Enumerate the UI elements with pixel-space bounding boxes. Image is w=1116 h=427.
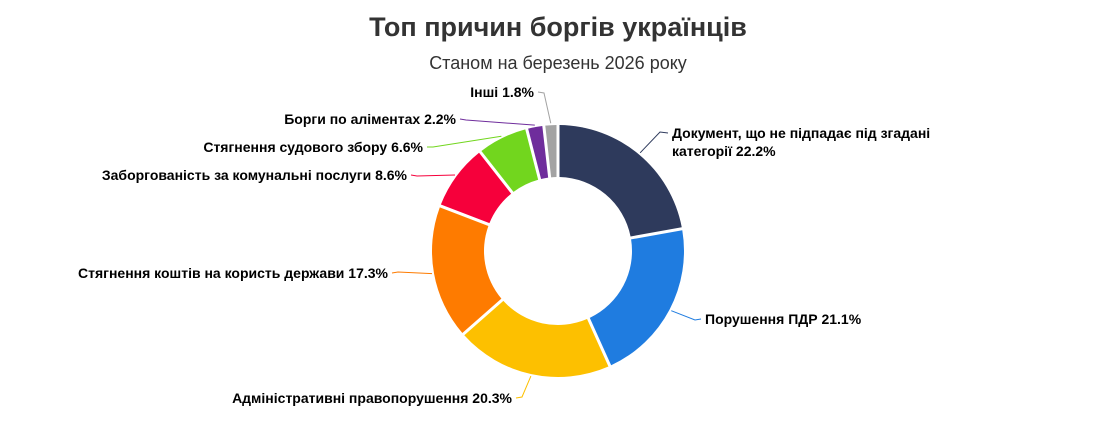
slice-label-2: Порушення ПДР 21.1% [705,311,862,327]
connector-line-2 [671,310,702,321]
donut-slice-1[interactable] [559,125,682,237]
slice-label-line: Борги по аліментах 2.2% [284,111,456,127]
connector-line-1 [639,131,669,154]
slice-label-line: Порушення ПДР 21.1% [705,311,862,327]
donut-slice-5[interactable] [440,152,512,224]
donut-slice-6[interactable] [481,129,539,192]
connector-line-6 [427,135,502,148]
slice-label-7: Борги по аліментах 2.2% [284,111,456,127]
slice-label-line: категорії 22.2% [672,143,776,159]
slice-label-8: Інші 1.8% [470,84,534,100]
slice-label-line: Інші 1.8% [470,84,534,100]
donut-slice-4[interactable] [432,207,502,333]
slice-label-line: Стягнення коштів на користь держави 17.3… [78,265,389,281]
slice-label-3: Адміністративні правопорушення 20.3% [232,390,512,406]
connector-line-4 [391,271,433,275]
slice-label-6: Стягнення судового збору 6.6% [203,139,423,155]
connector-line-3 [515,375,532,399]
chart-title: Топ причин боргів українців [369,12,747,42]
chart-subtitle: Станом на березень 2026 року [429,53,687,73]
slice-label-line: Документ, що не підпадає під згадані [672,125,930,141]
slice-label-1: Документ, що не підпадає під згадані кате… [672,125,930,159]
connector-line-5 [410,174,456,177]
connector-line-7 [459,118,535,126]
donut-slice-2[interactable] [589,230,684,366]
slice-label-line: Адміністративні правопорушення 20.3% [232,390,512,406]
donut-slice-3[interactable] [464,300,609,377]
donut-slice-8[interactable] [545,125,557,178]
slice-label-line: Стягнення судового збору 6.6% [203,139,423,155]
donut-slice-7[interactable] [528,125,549,179]
slice-label-5: Заборгованість за комунальні послуги 8.6… [102,167,408,183]
slice-label-line: Заборгованість за комунальні послуги 8.6… [102,167,408,183]
connector-line-8 [537,91,552,124]
slice-label-4: Стягнення коштів на користь держави 17.3… [78,265,389,281]
